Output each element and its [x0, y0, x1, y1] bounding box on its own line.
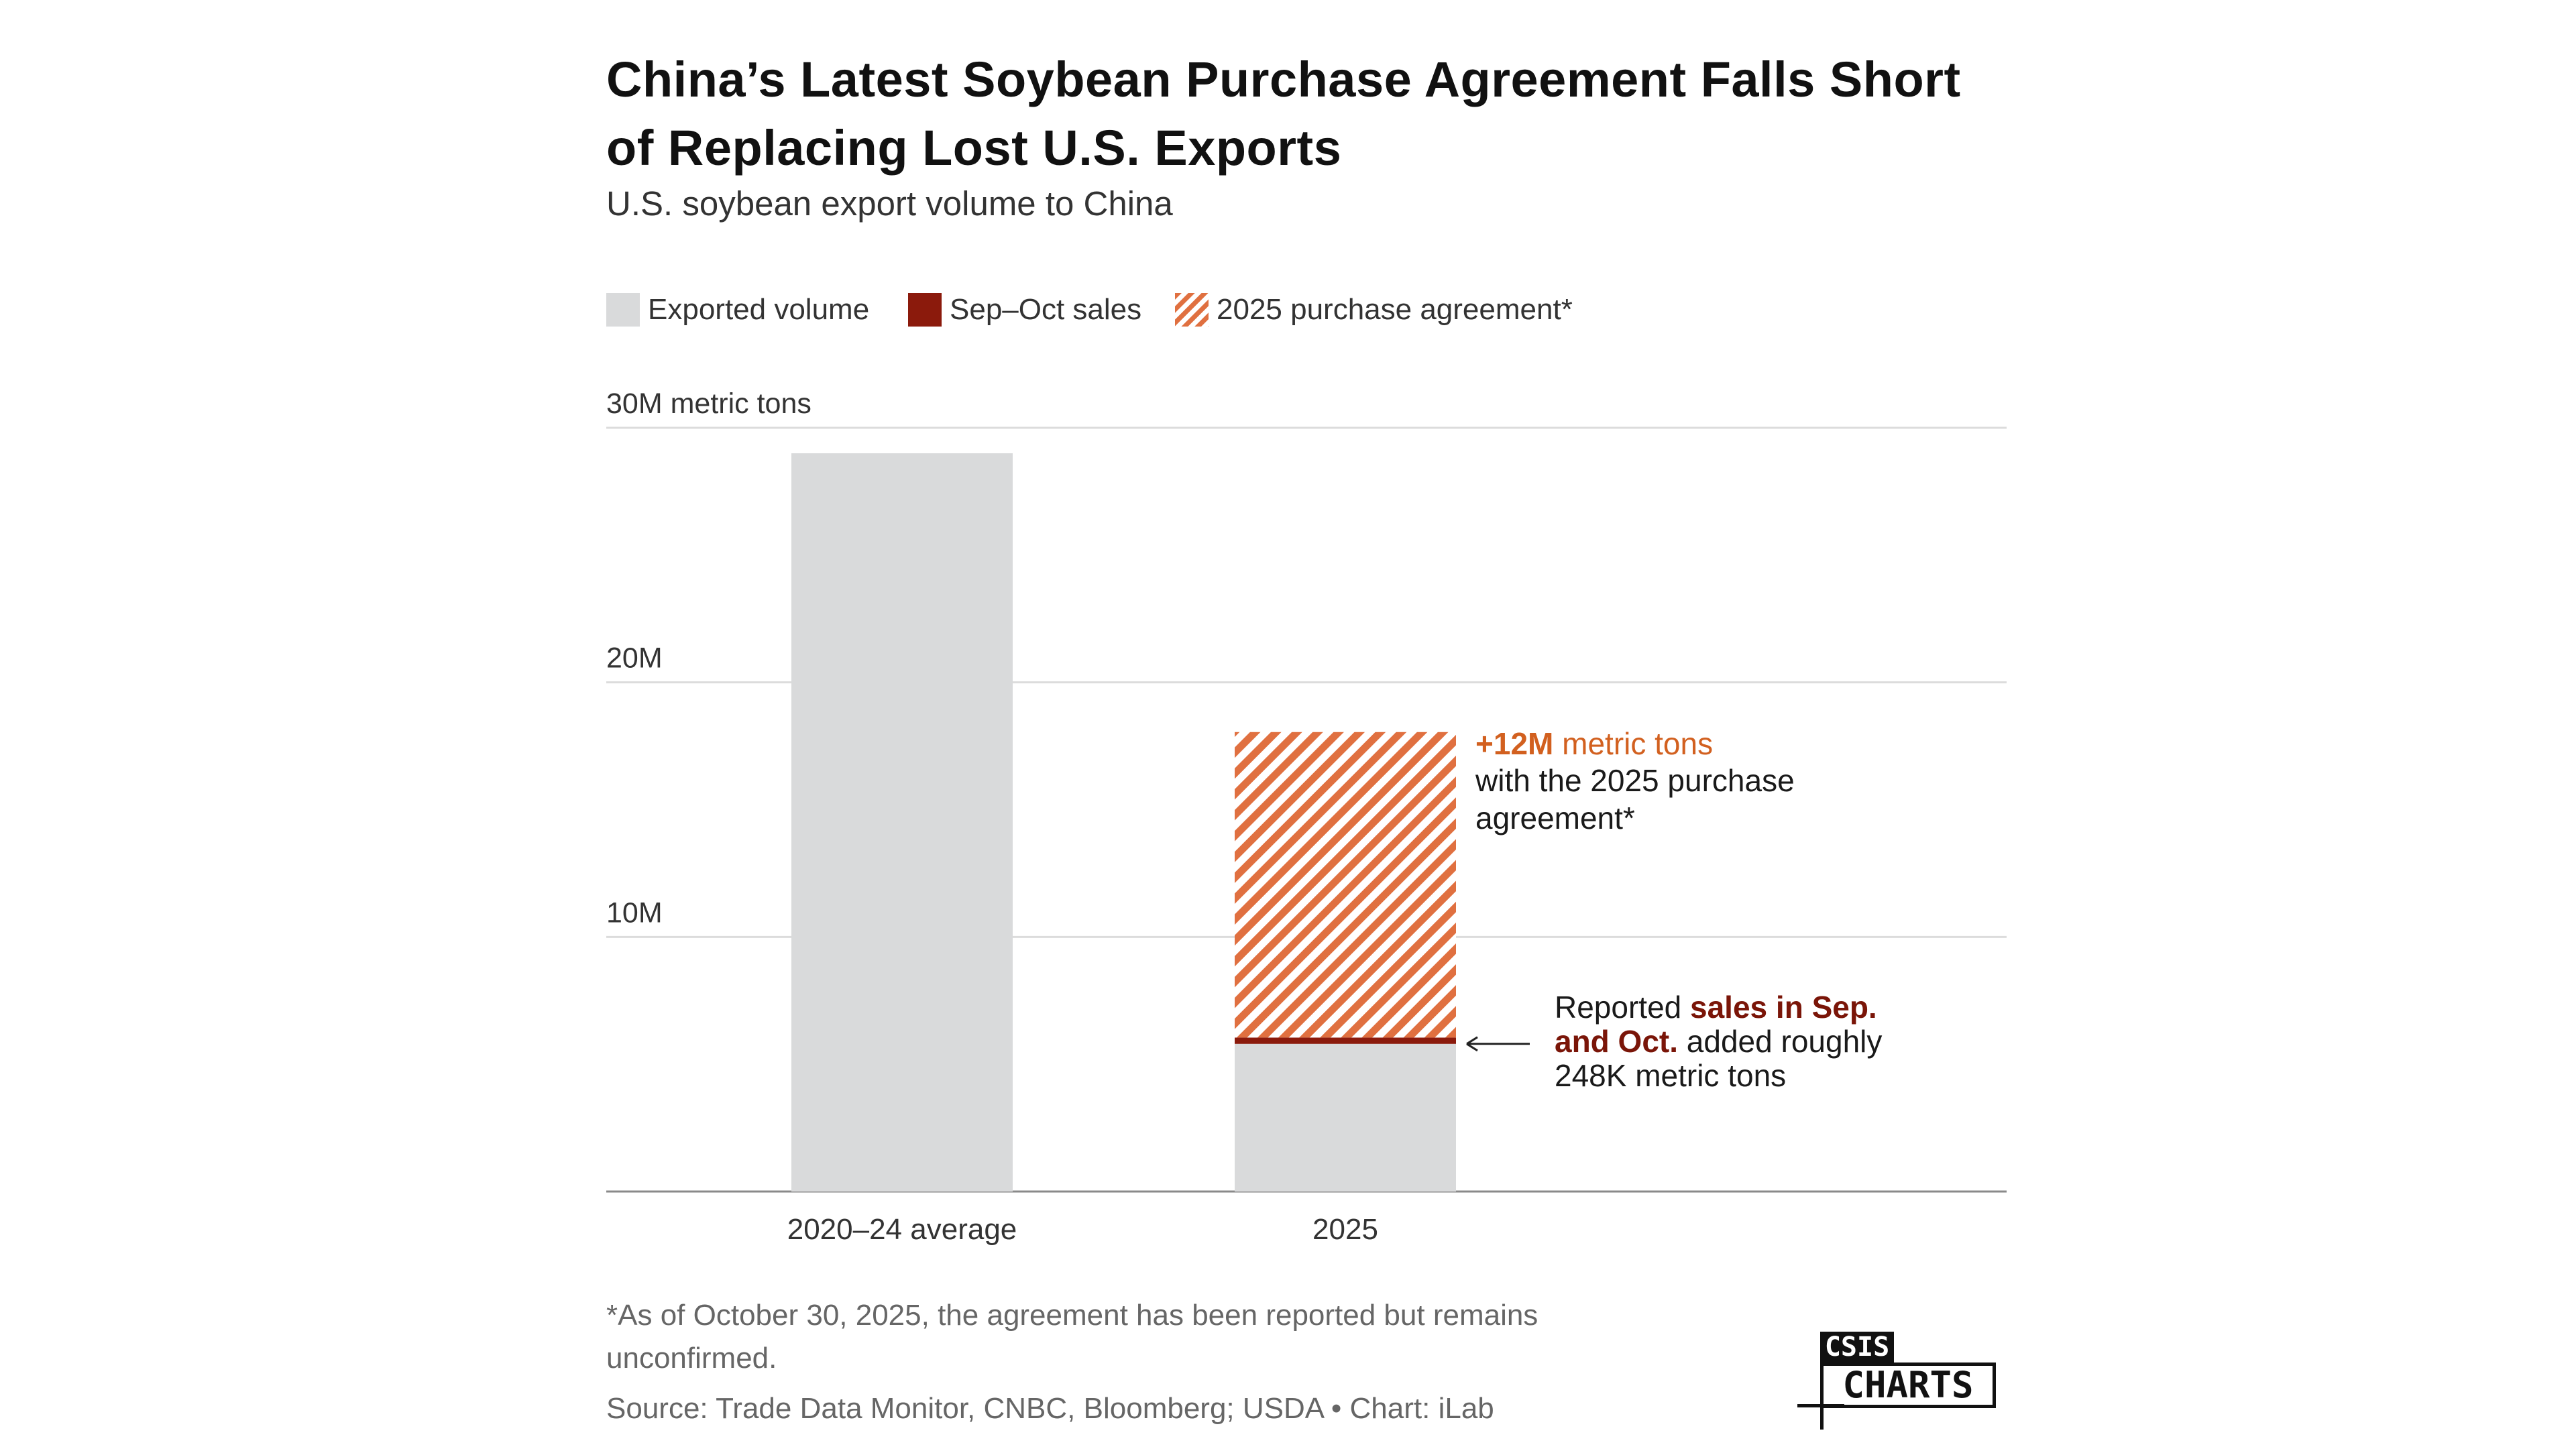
logo-bottom-text: CHARTS — [1820, 1363, 1996, 1408]
x-tick-label: 2025 — [1312, 1213, 1378, 1246]
annotation-purchase-agreement-line: with the 2025 purchase — [1475, 763, 1795, 798]
x-tick-label: 2020–24 average — [787, 1213, 1017, 1246]
bar-layer — [791, 453, 1456, 1192]
bar-exported-volume-1 — [1235, 1043, 1456, 1192]
y-tick-label: 20M — [606, 642, 663, 675]
legend-label-exported-volume: Exported volume — [648, 293, 870, 326]
annotation-sales-line-1: Reported sales in Sep. — [1555, 990, 1877, 1025]
legend-label-purchase-agreement: 2025 purchase agreement* — [1217, 293, 1573, 326]
annotation-sales-text: Reported — [1555, 990, 1690, 1025]
annotation-arrow-head — [1466, 1036, 1478, 1052]
chart-subtitle: U.S. soybean export volume to China — [606, 184, 1173, 223]
legend-label-sep-oct-sales: Sep–Oct sales — [950, 293, 1142, 326]
annotation-sales-highlight: and Oct. — [1555, 1024, 1678, 1059]
bar-exported-volume-0 — [791, 453, 1013, 1192]
bar-sep-oct-sales-1 — [1235, 1037, 1456, 1044]
annotation-sales-text: added roughly — [1678, 1024, 1882, 1059]
y-tick-label: 10M — [606, 896, 663, 929]
annotation-purchase-agreement-line: agreement* — [1475, 801, 1635, 835]
annotation-unit: metric tons — [1553, 726, 1713, 761]
label-layer: 10M 20M 30M metric tons 2020–24 average 2025 — [606, 388, 1378, 1246]
legend-swatch-purchase-agreement — [1175, 293, 1209, 327]
legend-swatch-exported-volume — [606, 293, 640, 327]
y-tick-label: 30M metric tons — [606, 388, 811, 420]
source-line: Source: Trade Data Monitor, CNBC, Bloomb… — [606, 1392, 1494, 1425]
annotation-sales-highlight: sales in Sep. — [1690, 990, 1877, 1025]
annotation-purchase-agreement: +12M metric tons — [1475, 726, 1713, 761]
annotation-sales-line-2: and Oct. added roughly — [1555, 1024, 1882, 1059]
logo-crosshair-v — [1820, 1363, 1824, 1430]
footnote: *As of October 30, 2025, the agreement h… — [606, 1299, 1538, 1375]
chart-title: China’s Latest Soybean Purchase Agreemen… — [606, 52, 1961, 176]
legend-item-exported-volume: Exported volume — [606, 290, 869, 330]
legend-item-sep-oct-sales: Sep–Oct sales — [908, 290, 1141, 330]
bar-2025-purchase-agreement--1 — [1235, 732, 1456, 1038]
legend-item-purchase-agreement: 2025 purchase agreement* — [1175, 290, 1573, 330]
logo-top-text: CSIS — [1820, 1332, 1894, 1363]
legend-swatch-sep-oct-sales — [908, 293, 942, 327]
annotation-amount: +12M — [1475, 726, 1553, 761]
csis-charts-logo: CSIS CHARTS — [1797, 1332, 2000, 1431]
annotation-sales-line-3: 248K metric tons — [1555, 1058, 1786, 1093]
